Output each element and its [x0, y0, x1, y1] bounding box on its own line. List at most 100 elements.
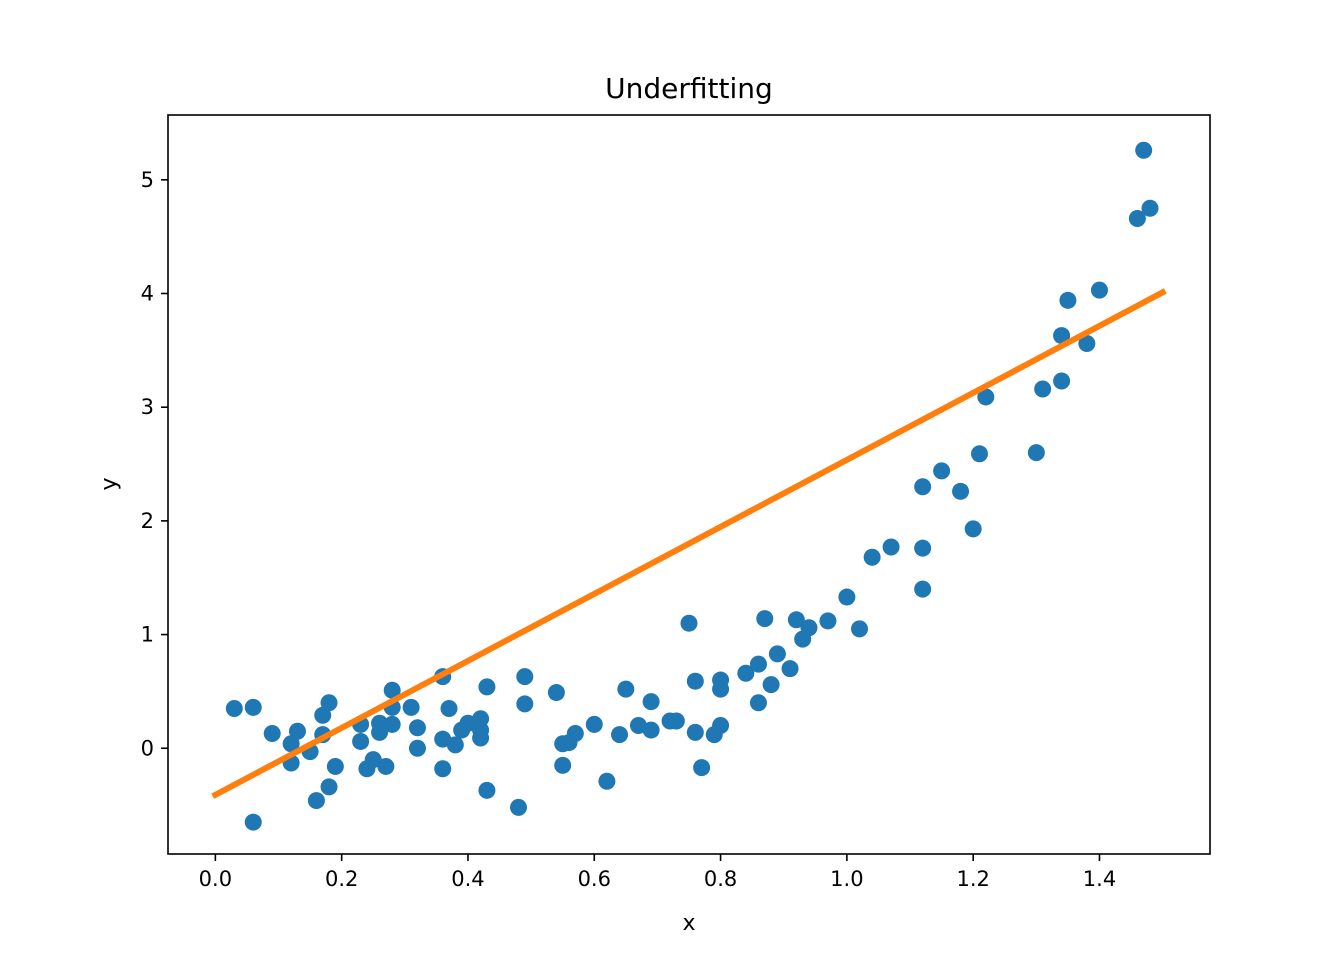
plot-frame: [167, 114, 1211, 855]
data-point: [402, 698, 420, 716]
data-point: [307, 792, 325, 810]
y-axis-ticks: 0 1 2 3 4 5: [141, 168, 168, 760]
x-tick-label: 0.6: [578, 867, 611, 891]
data-point: [244, 813, 262, 831]
data-point: [686, 672, 704, 690]
data-point: [749, 694, 767, 712]
y-tick-label: 5: [141, 168, 154, 192]
data-point: [768, 645, 786, 663]
data-point: [1078, 335, 1096, 353]
data-point: [516, 695, 534, 713]
x-tick-label: 0.8: [704, 867, 737, 891]
data-point: [1053, 372, 1071, 390]
x-axis-ticks: 0.0 0.2 0.4 0.6 0.8 1.0 1.2 1.4: [199, 854, 1116, 891]
data-point: [642, 721, 660, 739]
data-point: [693, 759, 711, 777]
data-point: [977, 388, 995, 406]
x-axis-label: x: [682, 911, 695, 936]
y-tick-label: 0: [141, 736, 154, 760]
data-point: [472, 721, 490, 739]
chart-title: Underfitting: [605, 72, 773, 105]
data-point: [598, 772, 616, 790]
data-point: [478, 678, 496, 696]
data-point: [863, 548, 881, 566]
y-tick-label: 1: [141, 623, 154, 647]
data-point: [737, 664, 755, 682]
plot-area: [211, 141, 1167, 831]
data-point: [364, 751, 382, 769]
y-tick-label: 4: [141, 281, 154, 305]
data-point: [434, 760, 452, 778]
data-point: [1027, 444, 1045, 462]
data-point: [933, 462, 951, 480]
data-point: [756, 610, 774, 628]
data-point: [838, 588, 856, 606]
x-tick-label: 0.4: [451, 867, 484, 891]
x-tick-label: 0.2: [325, 867, 358, 891]
data-point: [819, 612, 837, 630]
data-point: [408, 719, 426, 737]
data-point: [781, 660, 799, 678]
data-point: [680, 614, 698, 632]
data-point: [686, 723, 704, 741]
data-point: [320, 694, 338, 712]
x-tick-label: 1.4: [1083, 867, 1116, 891]
data-point: [440, 699, 458, 717]
y-axis-label: y: [97, 477, 122, 490]
data-point: [244, 698, 262, 716]
data-point: [263, 724, 281, 742]
fit-line: [211, 288, 1167, 799]
data-point: [408, 739, 426, 757]
data-point: [314, 706, 332, 724]
y-tick-label: 2: [141, 509, 154, 533]
data-point: [952, 482, 970, 500]
x-tick-label: 0.0: [199, 867, 232, 891]
data-point: [383, 715, 401, 733]
data-point: [1090, 281, 1108, 299]
x-tick-label: 1.0: [830, 867, 863, 891]
y-tick-label: 3: [141, 395, 154, 419]
data-point: [1135, 141, 1153, 159]
x-tick-label: 1.2: [956, 867, 989, 891]
data-point: [547, 684, 565, 702]
data-point: [712, 671, 730, 689]
data-point: [509, 798, 527, 816]
data-point: [383, 681, 401, 699]
data-point: [446, 736, 464, 754]
data-point: [914, 478, 932, 496]
data-point: [762, 676, 780, 694]
data-point: [787, 611, 805, 629]
data-point: [377, 757, 395, 775]
data-point: [800, 619, 818, 637]
data-point: [516, 668, 534, 686]
data-point: [642, 693, 660, 711]
data-point: [914, 580, 932, 598]
data-point: [352, 732, 370, 750]
data-point: [225, 699, 243, 717]
data-point: [585, 715, 603, 733]
data-point: [712, 717, 730, 735]
data-point: [1128, 209, 1146, 227]
data-point: [434, 730, 452, 748]
data-point: [1059, 291, 1077, 309]
data-point: [1053, 327, 1071, 345]
data-point: [1141, 199, 1159, 217]
data-point: [326, 757, 344, 775]
data-point: [964, 520, 982, 538]
data-point: [288, 722, 306, 740]
data-point: [566, 724, 584, 742]
data-point: [320, 778, 338, 796]
data-point: [851, 620, 869, 638]
data-point: [667, 712, 685, 730]
data-point: [478, 781, 496, 799]
data-point: [371, 714, 389, 732]
data-point: [749, 655, 767, 673]
data-point: [611, 726, 629, 744]
data-point: [914, 539, 932, 557]
data-point: [282, 735, 300, 753]
data-point: [970, 445, 988, 463]
data-point: [882, 538, 900, 556]
data-point: [1034, 380, 1052, 398]
